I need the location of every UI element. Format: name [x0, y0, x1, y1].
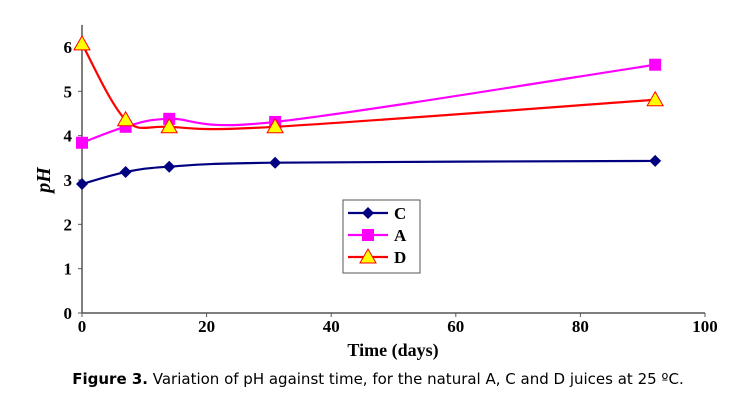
- legend-label: A: [394, 226, 407, 245]
- y-tick-label: 0: [64, 304, 73, 323]
- series-C: [76, 154, 662, 190]
- data-point-C: [119, 166, 132, 179]
- caption-text: Variation of pH against time, for the na…: [147, 370, 684, 388]
- x-tick-label: 60: [447, 317, 464, 336]
- y-tick-label: 4: [64, 127, 73, 146]
- y-axis-title: pH: [33, 166, 55, 195]
- data-point-C: [76, 177, 88, 190]
- y-tick-label: 5: [64, 82, 73, 101]
- series-A: [76, 58, 662, 149]
- data-point-C: [269, 156, 282, 169]
- x-axis-title: Time (days): [347, 340, 438, 361]
- legend-item-C: C: [348, 204, 406, 223]
- legend-marker: [362, 207, 374, 219]
- data-point-C: [163, 160, 176, 173]
- y-tick-label: 6: [64, 38, 73, 57]
- data-point-A: [649, 58, 662, 71]
- x-tick-label: 80: [572, 317, 589, 336]
- series-line-D: [81, 43, 656, 131]
- series-D: [73, 34, 665, 134]
- data-point-D: [73, 34, 91, 51]
- data-point-D: [266, 117, 284, 134]
- caption-label: Figure 3.: [72, 370, 148, 388]
- y-tick-label: 2: [64, 215, 73, 234]
- legend-item-D: D: [348, 247, 406, 267]
- legend-label: D: [394, 248, 406, 267]
- y-tick-label: 1: [64, 260, 73, 279]
- data-point-D: [646, 90, 665, 107]
- legend-label: C: [394, 204, 406, 223]
- x-tick-label: 20: [198, 317, 215, 336]
- y-tick-label: 3: [64, 171, 73, 190]
- x-tick-label: 100: [692, 317, 718, 336]
- figure-caption: Figure 3. Variation of pH against time, …: [0, 370, 756, 388]
- x-tick-label: 40: [323, 317, 340, 336]
- legend-item-A: A: [348, 226, 407, 245]
- data-point-A: [76, 136, 88, 149]
- legend-box: [342, 199, 421, 274]
- data-point-D: [116, 110, 135, 127]
- legend-marker: [359, 247, 377, 264]
- series-layer: [73, 34, 665, 190]
- x-tick-label: 0: [78, 317, 87, 336]
- legend: CAD: [342, 199, 421, 274]
- legend-marker: [362, 229, 374, 241]
- data-point-C: [649, 154, 662, 167]
- data-point-D: [160, 117, 179, 134]
